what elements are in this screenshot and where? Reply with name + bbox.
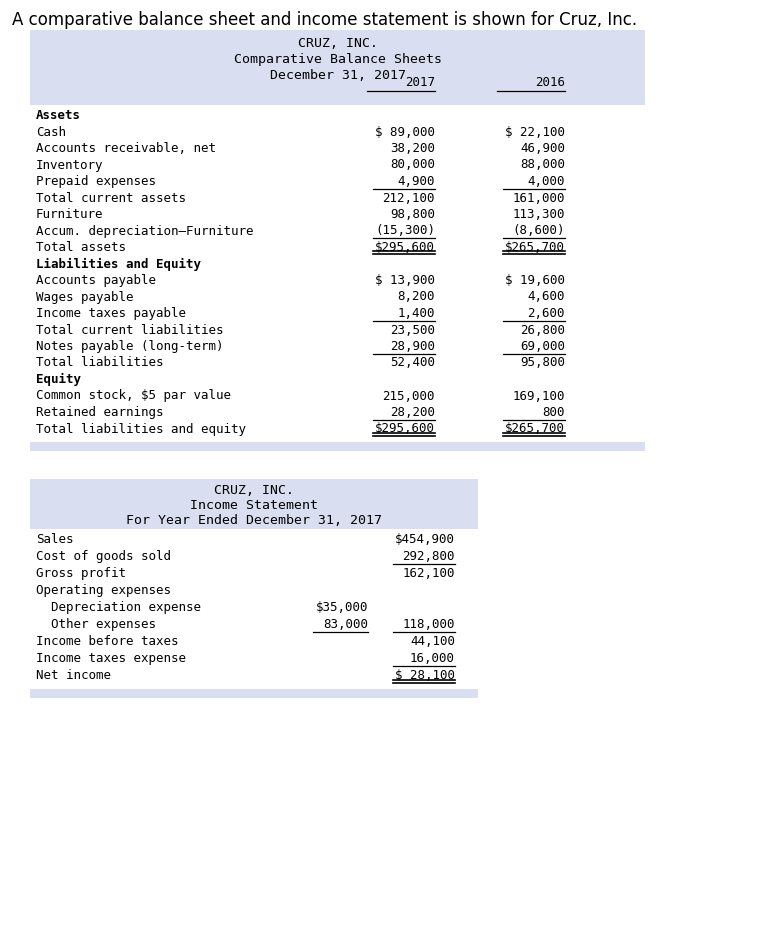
Text: Depreciation expense: Depreciation expense — [36, 601, 201, 614]
Text: Accum. depreciation–Furniture: Accum. depreciation–Furniture — [36, 225, 254, 238]
Text: 162,100: 162,100 — [403, 567, 455, 580]
Text: December 31, 2017: December 31, 2017 — [269, 69, 406, 82]
Text: Cost of goods sold: Cost of goods sold — [36, 550, 171, 563]
Text: 212,100: 212,100 — [383, 192, 435, 205]
Text: Income taxes payable: Income taxes payable — [36, 307, 186, 320]
Text: $295,600: $295,600 — [375, 241, 435, 254]
Text: Common stock, $5 par value: Common stock, $5 par value — [36, 389, 231, 402]
Text: 118,000: 118,000 — [403, 618, 455, 631]
Text: 83,000: 83,000 — [323, 618, 368, 631]
Text: 38,200: 38,200 — [390, 142, 435, 155]
Text: 88,000: 88,000 — [520, 159, 565, 171]
Text: Operating expenses: Operating expenses — [36, 584, 171, 597]
Bar — [30, 479, 478, 529]
Text: 23,500: 23,500 — [390, 323, 435, 337]
Text: $ 28,100: $ 28,100 — [395, 669, 455, 682]
Text: 28,200: 28,200 — [390, 406, 435, 419]
Text: Other expenses: Other expenses — [36, 618, 156, 631]
Text: 69,000: 69,000 — [520, 340, 565, 353]
Text: Inventory: Inventory — [36, 159, 103, 171]
Text: Retained earnings: Retained earnings — [36, 406, 164, 419]
Text: Comparative Balance Sheets: Comparative Balance Sheets — [234, 53, 442, 66]
Text: 292,800: 292,800 — [403, 550, 455, 563]
Text: 52,400: 52,400 — [390, 356, 435, 369]
Text: $ 13,900: $ 13,900 — [375, 274, 435, 287]
Text: 169,100: 169,100 — [512, 389, 565, 402]
Text: 215,000: 215,000 — [383, 389, 435, 402]
Text: $265,700: $265,700 — [505, 241, 565, 254]
Text: 95,800: 95,800 — [520, 356, 565, 369]
Text: Total current liabilities: Total current liabilities — [36, 323, 223, 337]
Text: A comparative balance sheet and income statement is shown for Cruz, Inc.: A comparative balance sheet and income s… — [12, 11, 637, 29]
Text: Income taxes expense: Income taxes expense — [36, 652, 186, 665]
Text: 161,000: 161,000 — [512, 192, 565, 205]
Text: $ 89,000: $ 89,000 — [375, 126, 435, 138]
Text: 2017: 2017 — [405, 76, 435, 89]
Text: Prepaid expenses: Prepaid expenses — [36, 175, 156, 188]
Text: Notes payable (long-term): Notes payable (long-term) — [36, 340, 223, 353]
Text: 4,600: 4,600 — [528, 290, 565, 304]
Bar — [30, 30, 645, 105]
Text: 1,400: 1,400 — [397, 307, 435, 320]
Text: 98,800: 98,800 — [390, 208, 435, 221]
Text: Gross profit: Gross profit — [36, 567, 126, 580]
Text: 4,900: 4,900 — [397, 175, 435, 188]
Text: $ 22,100: $ 22,100 — [505, 126, 565, 138]
Text: 8,200: 8,200 — [397, 290, 435, 304]
Text: Accounts receivable, net: Accounts receivable, net — [36, 142, 216, 155]
Text: Accounts payable: Accounts payable — [36, 274, 156, 287]
Text: 2,600: 2,600 — [528, 307, 565, 320]
Text: Sales: Sales — [36, 533, 74, 546]
Bar — [30, 442, 645, 451]
Bar — [30, 689, 478, 698]
Bar — [30, 529, 478, 698]
Text: 2016: 2016 — [535, 76, 565, 89]
Text: Wages payable: Wages payable — [36, 290, 133, 304]
Text: $35,000: $35,000 — [316, 601, 368, 614]
Text: (15,300): (15,300) — [375, 225, 435, 238]
Bar — [30, 105, 645, 451]
Text: Assets: Assets — [36, 109, 81, 122]
Text: 800: 800 — [542, 406, 565, 419]
Text: Total liabilities and equity: Total liabilities and equity — [36, 422, 246, 435]
Text: Total assets: Total assets — [36, 241, 126, 254]
Text: 16,000: 16,000 — [410, 652, 455, 665]
Text: Net income: Net income — [36, 669, 111, 682]
Text: Total current assets: Total current assets — [36, 192, 186, 205]
Text: Income Statement: Income Statement — [190, 499, 318, 512]
Text: 80,000: 80,000 — [390, 159, 435, 171]
Text: 46,900: 46,900 — [520, 142, 565, 155]
Text: Liabilities and Equity: Liabilities and Equity — [36, 258, 201, 271]
Text: Total liabilities: Total liabilities — [36, 356, 164, 369]
Text: $454,900: $454,900 — [395, 533, 455, 546]
Text: $295,600: $295,600 — [375, 422, 435, 435]
Text: For Year Ended December 31, 2017: For Year Ended December 31, 2017 — [126, 514, 382, 527]
Text: 113,300: 113,300 — [512, 208, 565, 221]
Text: 4,000: 4,000 — [528, 175, 565, 188]
Text: 44,100: 44,100 — [410, 635, 455, 648]
Text: Furniture: Furniture — [36, 208, 103, 221]
Text: $265,700: $265,700 — [505, 422, 565, 435]
Text: $ 19,600: $ 19,600 — [505, 274, 565, 287]
Text: CRUZ, INC.: CRUZ, INC. — [214, 484, 294, 497]
Text: 28,900: 28,900 — [390, 340, 435, 353]
Text: Income before taxes: Income before taxes — [36, 635, 178, 648]
Text: Cash: Cash — [36, 126, 66, 138]
Text: Equity: Equity — [36, 373, 81, 386]
Text: CRUZ, INC.: CRUZ, INC. — [297, 37, 377, 50]
Text: (8,600): (8,600) — [512, 225, 565, 238]
Text: 26,800: 26,800 — [520, 323, 565, 337]
